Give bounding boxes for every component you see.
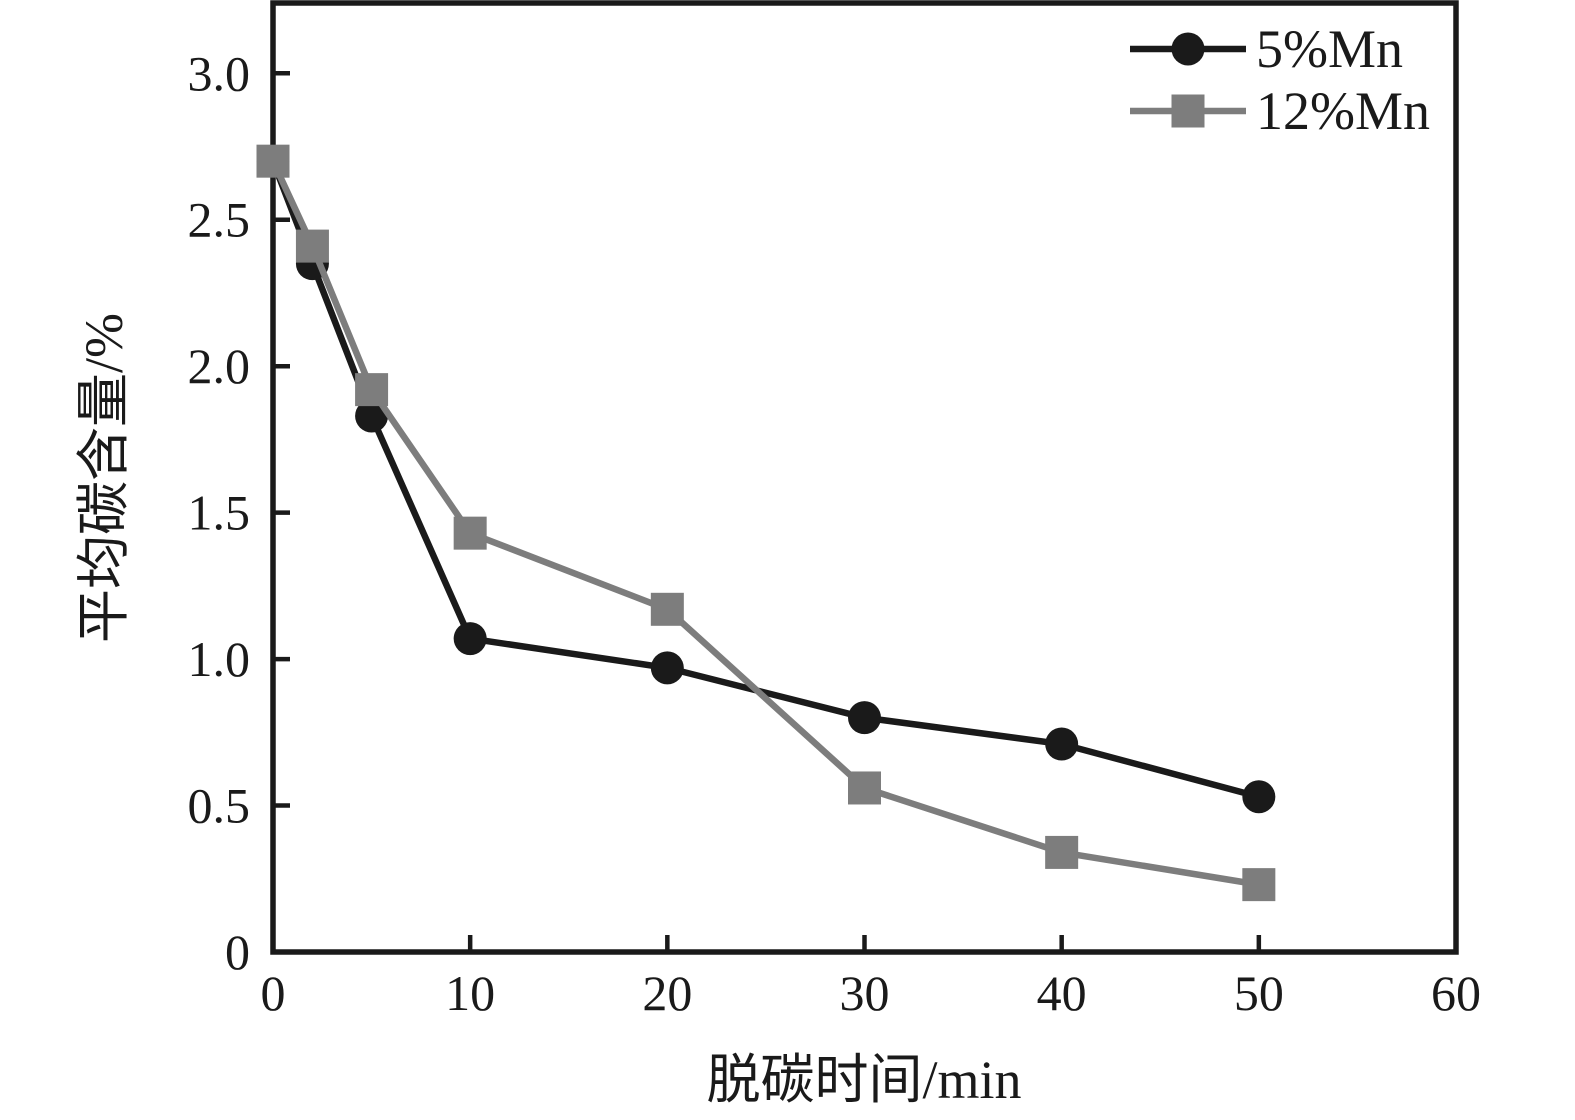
y-tick-label: 2.0 — [188, 338, 251, 394]
y-tick-label: 1.0 — [188, 631, 251, 687]
series-line-0 — [269, 159, 1260, 800]
plot-border — [270, 0, 1459, 955]
series-0-marker — [1242, 780, 1276, 814]
series-1-marker — [848, 771, 881, 805]
series-1-marker — [355, 373, 389, 407]
x-tick-label: 10 — [445, 965, 495, 1021]
series-1-marker — [453, 516, 487, 550]
x-tick-label: 40 — [1037, 965, 1087, 1021]
series-1-marker — [1242, 868, 1276, 902]
legend-marker-square — [1171, 94, 1205, 128]
y-tick-label: 2.5 — [188, 192, 251, 248]
x-tick-label: 20 — [642, 965, 692, 1021]
legend-label-circle: 5%Mn — [1256, 19, 1403, 79]
x-tick-label: 30 — [840, 965, 890, 1021]
series-1-marker — [256, 144, 290, 178]
x-tick-label: 0 — [261, 965, 286, 1021]
x-tick-label: 50 — [1234, 965, 1284, 1021]
series-0-marker — [355, 399, 389, 433]
series-1-marker — [650, 592, 684, 626]
x-tick-label: 60 — [1431, 965, 1481, 1021]
series-line-1 — [270, 159, 1260, 888]
series-0-marker — [848, 701, 881, 735]
legend-label-square: 12%Mn — [1256, 81, 1430, 141]
legend-marker-circle — [1171, 32, 1205, 66]
y-tick-label: 0 — [225, 924, 250, 980]
y-tick-label: 0.5 — [188, 778, 251, 834]
series-0-marker — [1045, 727, 1079, 761]
plot-area: 0 10 20 30 40 50 60 0 0.5 1.0 1.5 2.0 2.5 3.0 5%Mn12%M… — [188, 0, 1481, 1021]
series-1-marker — [1045, 835, 1079, 869]
y-tick-label: 1.5 — [188, 485, 251, 541]
x-axis-title: 脱碳时间/min — [706, 1050, 1021, 1110]
series-0-marker — [453, 622, 487, 656]
y-axis-title: 平均碳含量/% — [74, 313, 134, 643]
y-tick-label: 3.0 — [188, 45, 251, 101]
series-0-marker — [650, 651, 684, 685]
series-1-marker — [295, 229, 329, 263]
